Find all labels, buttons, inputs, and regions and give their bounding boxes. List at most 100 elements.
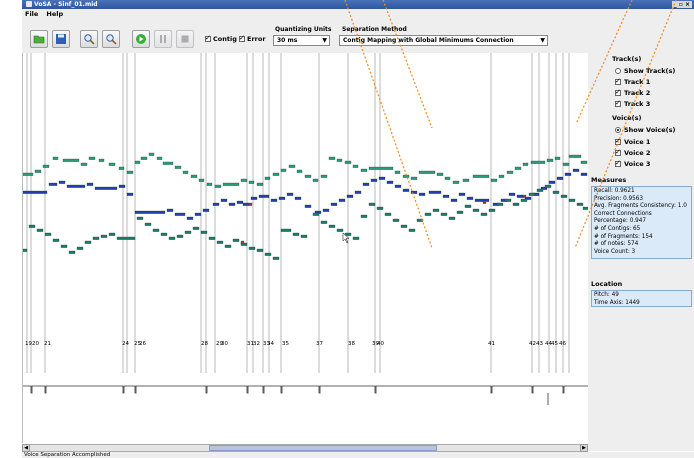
error-checkbox[interactable]: Error	[239, 35, 266, 43]
note-block	[249, 203, 252, 206]
track-2-label: Track 2	[624, 89, 650, 97]
play-button[interactable]	[132, 30, 150, 48]
note-block	[465, 205, 471, 208]
save-button[interactable]	[52, 30, 70, 48]
measure-number-label: 24	[122, 341, 129, 347]
window-controls[interactable]: _ ▫ ×	[672, 1, 692, 8]
separation-label: Separation Method	[342, 26, 407, 33]
zoom-in-button[interactable]	[80, 30, 98, 48]
note-block	[23, 191, 47, 194]
open-file-button[interactable]	[30, 30, 48, 48]
note-block	[109, 163, 115, 166]
error-check-icon[interactable]	[239, 36, 245, 42]
menu-file[interactable]: File	[25, 10, 38, 18]
note-block	[521, 199, 527, 202]
location-box: Pitch: 49 Time Axis: 1449	[591, 290, 692, 307]
note-block	[497, 203, 503, 206]
check-icon[interactable]	[615, 101, 621, 107]
scroll-left-icon[interactable]: ◀	[22, 444, 30, 452]
track-2-checkbox[interactable]: Track 2	[615, 89, 650, 97]
note-block	[581, 161, 587, 164]
measures-title: Measures	[591, 176, 626, 184]
note-block	[467, 197, 473, 200]
pause-button[interactable]	[154, 30, 172, 48]
measure-voice-count: Voice Count: 3	[594, 249, 689, 257]
app-icon	[26, 1, 32, 7]
track-1-checkbox[interactable]: Track 1	[615, 78, 650, 86]
location-title: Location	[591, 280, 622, 288]
contig-check-icon[interactable]	[205, 36, 211, 42]
show-voices-radio[interactable]: Show Voice(s)	[615, 126, 675, 134]
note-block	[279, 197, 285, 200]
note-block	[271, 199, 277, 202]
voice-3-checkbox[interactable]: Voice 3	[615, 160, 650, 168]
horizontal-scrollbar[interactable]: ◀ ▶	[22, 444, 588, 452]
status-text: Voice Separation Accomplished	[24, 452, 110, 458]
note-block	[459, 193, 465, 196]
window-title: VoSA - Sinf_01.mid	[34, 1, 98, 8]
note-block	[127, 171, 133, 174]
separation-value: Contig Mapping with Global Minimums Conn…	[343, 37, 514, 44]
note-block	[523, 163, 528, 166]
radio-icon[interactable]	[615, 68, 621, 74]
stop-button[interactable]	[176, 30, 194, 48]
note-block	[577, 203, 583, 206]
note-block	[257, 183, 263, 186]
note-block	[531, 161, 545, 164]
scroll-right-icon[interactable]: ▶	[580, 444, 588, 452]
voice-2-label: Voice 2	[624, 149, 650, 157]
note-block	[259, 195, 269, 198]
note-block	[403, 175, 409, 178]
note-block	[295, 197, 301, 200]
menu-help[interactable]: Help	[46, 10, 63, 18]
note-block	[563, 163, 569, 166]
measure-number-label: 38	[348, 341, 355, 347]
separation-select[interactable]: Contig Mapping with Global Minimums Conn…	[339, 35, 548, 46]
note-block	[565, 173, 571, 176]
chevron-down-icon: ▼	[322, 36, 327, 45]
note-block	[89, 157, 95, 160]
measure-number-label: 21	[44, 341, 51, 347]
note-block	[313, 213, 319, 216]
measure-number-label: 20	[32, 341, 39, 347]
voice-2-checkbox[interactable]: Voice 2	[615, 149, 650, 157]
measure-number-label: 30	[221, 341, 228, 347]
check-icon[interactable]	[615, 139, 621, 145]
zoom-out-button[interactable]	[102, 30, 120, 48]
scrollbar-thumb[interactable]	[209, 445, 437, 451]
note-block	[433, 209, 439, 212]
note-block	[337, 159, 342, 162]
show-tracks-label: Show Track(s)	[624, 67, 675, 75]
voice-1-checkbox[interactable]: Voice 1	[615, 138, 650, 146]
check-icon[interactable]	[615, 161, 621, 167]
measure-number-label: 34	[267, 341, 274, 347]
note-block	[331, 203, 337, 206]
quantizing-value: 30 ms	[277, 37, 297, 44]
show-tracks-radio[interactable]: Show Track(s)	[615, 67, 675, 75]
note-block	[43, 165, 49, 168]
note-block	[321, 221, 327, 224]
note-block	[149, 153, 154, 156]
note-block	[553, 191, 559, 194]
note-block	[265, 177, 270, 180]
radio-icon[interactable]	[615, 127, 621, 133]
note-block	[175, 166, 181, 169]
quantizing-select[interactable]: 30 ms ▼	[273, 35, 330, 46]
note-block	[369, 167, 393, 170]
note-block	[451, 199, 457, 202]
voices-title: Voice(s)	[612, 114, 641, 122]
measure-number-label: 46	[559, 341, 566, 347]
check-icon[interactable]	[615, 90, 621, 96]
measure-recall: Recall: 0.9621	[594, 188, 689, 196]
track-3-checkbox[interactable]: Track 3	[615, 100, 650, 108]
note-block	[175, 213, 185, 216]
contig-checkbox[interactable]: Contig	[205, 35, 237, 43]
track-1-label: Track 1	[624, 78, 650, 86]
check-icon[interactable]	[615, 79, 621, 85]
check-icon[interactable]	[615, 150, 621, 156]
note-block	[323, 209, 329, 212]
note-plot[interactable]: 19 20 21 24 25 26 28 29 30 31 32 33 34 35 37 38 39 40 41 42…	[22, 53, 588, 443]
note-block	[545, 185, 551, 188]
note-block	[95, 187, 117, 190]
